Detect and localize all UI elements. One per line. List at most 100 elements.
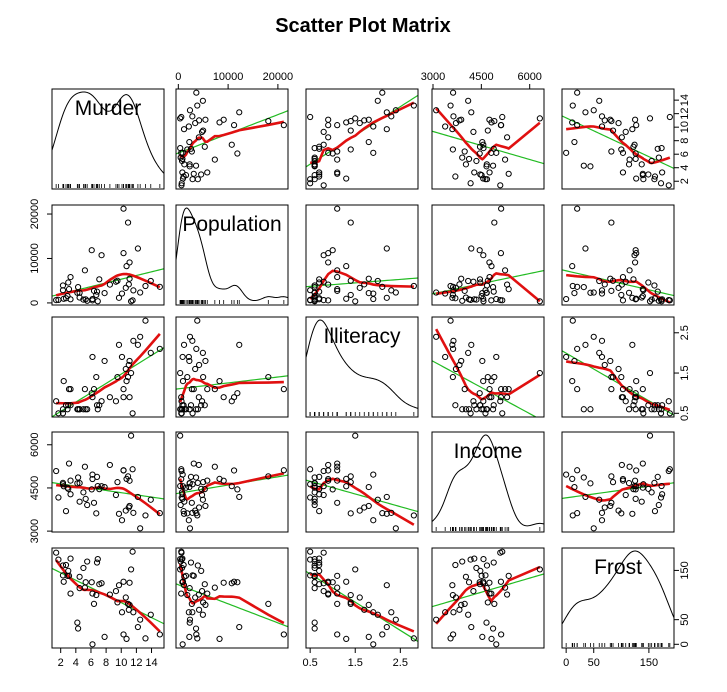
- data-point: [177, 154, 184, 161]
- data-point: [181, 161, 188, 168]
- data-point: [467, 410, 474, 417]
- data-point: [67, 555, 74, 562]
- data-point: [449, 591, 456, 599]
- data-point: [629, 510, 636, 517]
- panel-illiteracy-vs-frost: [561, 316, 675, 418]
- data-point: [211, 386, 218, 393]
- data-point: [370, 149, 377, 156]
- data-point: [657, 494, 665, 501]
- data-point: [473, 296, 480, 303]
- data-point: [311, 176, 318, 183]
- data-point: [651, 173, 659, 180]
- data-point: [228, 580, 235, 587]
- data-point: [361, 606, 368, 613]
- data-point: [388, 287, 395, 294]
- density-curve-murder: [51, 91, 165, 174]
- data-point: [655, 297, 662, 304]
- data-point: [480, 578, 487, 585]
- data-point: [536, 298, 543, 305]
- data-point: [65, 402, 72, 409]
- data-point: [329, 150, 336, 157]
- data-point: [334, 156, 341, 163]
- panel-illiteracy-vs-murder: [51, 316, 165, 418]
- data-point: [582, 109, 589, 116]
- data-point: [82, 579, 89, 586]
- data-point: [178, 590, 185, 597]
- data-point: [499, 410, 506, 417]
- data-point: [127, 298, 135, 305]
- data-point: [67, 477, 74, 484]
- data-point: [392, 107, 399, 114]
- data-point: [449, 126, 456, 133]
- data-point: [580, 406, 587, 413]
- data-point: [379, 510, 386, 517]
- data-point: [198, 402, 205, 409]
- variable-label-murder: Murder: [75, 97, 142, 120]
- data-point: [659, 402, 666, 409]
- data-point: [280, 467, 287, 474]
- tick-label: 14: [145, 657, 157, 669]
- variable-label-illiteracy: Illiteracy: [323, 325, 401, 348]
- data-point: [461, 600, 468, 608]
- data-point: [615, 365, 622, 373]
- data-point: [625, 289, 633, 296]
- data-point: [228, 483, 235, 490]
- data-point: [450, 337, 457, 344]
- data-point: [88, 247, 95, 254]
- data-point: [265, 473, 272, 480]
- data-point: [497, 578, 505, 585]
- smooth-fit-line: [435, 107, 541, 161]
- data-point: [228, 141, 235, 148]
- data-point: [618, 510, 625, 517]
- data-point: [458, 275, 465, 282]
- panel-frame: [175, 316, 289, 418]
- data-point: [325, 477, 332, 484]
- data-point: [609, 127, 617, 134]
- data-point: [120, 578, 127, 585]
- data-point: [654, 288, 661, 295]
- data-point: [651, 406, 658, 413]
- data-point: [442, 290, 449, 297]
- data-point: [626, 267, 633, 274]
- data-point: [629, 341, 636, 348]
- data-point: [112, 398, 120, 405]
- data-point: [82, 296, 89, 303]
- data-point: [177, 145, 184, 152]
- data-point: [198, 128, 206, 135]
- data-point: [638, 161, 645, 168]
- data-point: [67, 386, 74, 393]
- axis-left-income: 3000 4500 6000: [29, 433, 53, 543]
- data-point: [59, 410, 67, 417]
- data-point: [498, 631, 505, 638]
- data-point: [608, 148, 615, 155]
- data-point: [645, 171, 652, 178]
- data-point: [632, 486, 639, 493]
- variable-label-frost: Frost: [594, 556, 642, 579]
- data-point: [220, 116, 227, 123]
- data-point: [320, 549, 327, 556]
- data-point: [124, 373, 132, 381]
- data-point: [101, 633, 108, 641]
- panel-frame: [561, 431, 675, 533]
- data-point: [471, 169, 478, 176]
- data-point: [665, 296, 672, 304]
- data-point: [334, 287, 341, 294]
- data-point: [442, 123, 449, 130]
- data-point: [147, 496, 154, 503]
- data-point: [194, 406, 201, 413]
- data-point: [311, 625, 318, 632]
- data-point: [452, 561, 459, 569]
- data-point: [311, 294, 318, 301]
- data-point: [194, 512, 201, 519]
- tick-label: 1.5: [348, 657, 363, 669]
- data-point: [120, 394, 127, 401]
- data-point: [449, 146, 456, 153]
- data-point: [178, 564, 186, 572]
- panel-illiteracy-vs-population: [175, 316, 289, 418]
- data-point: [123, 635, 130, 642]
- data-point: [334, 590, 341, 597]
- data-point: [127, 566, 135, 573]
- data-point: [449, 582, 456, 589]
- tick-label: 0: [29, 300, 41, 306]
- data-point: [640, 410, 647, 417]
